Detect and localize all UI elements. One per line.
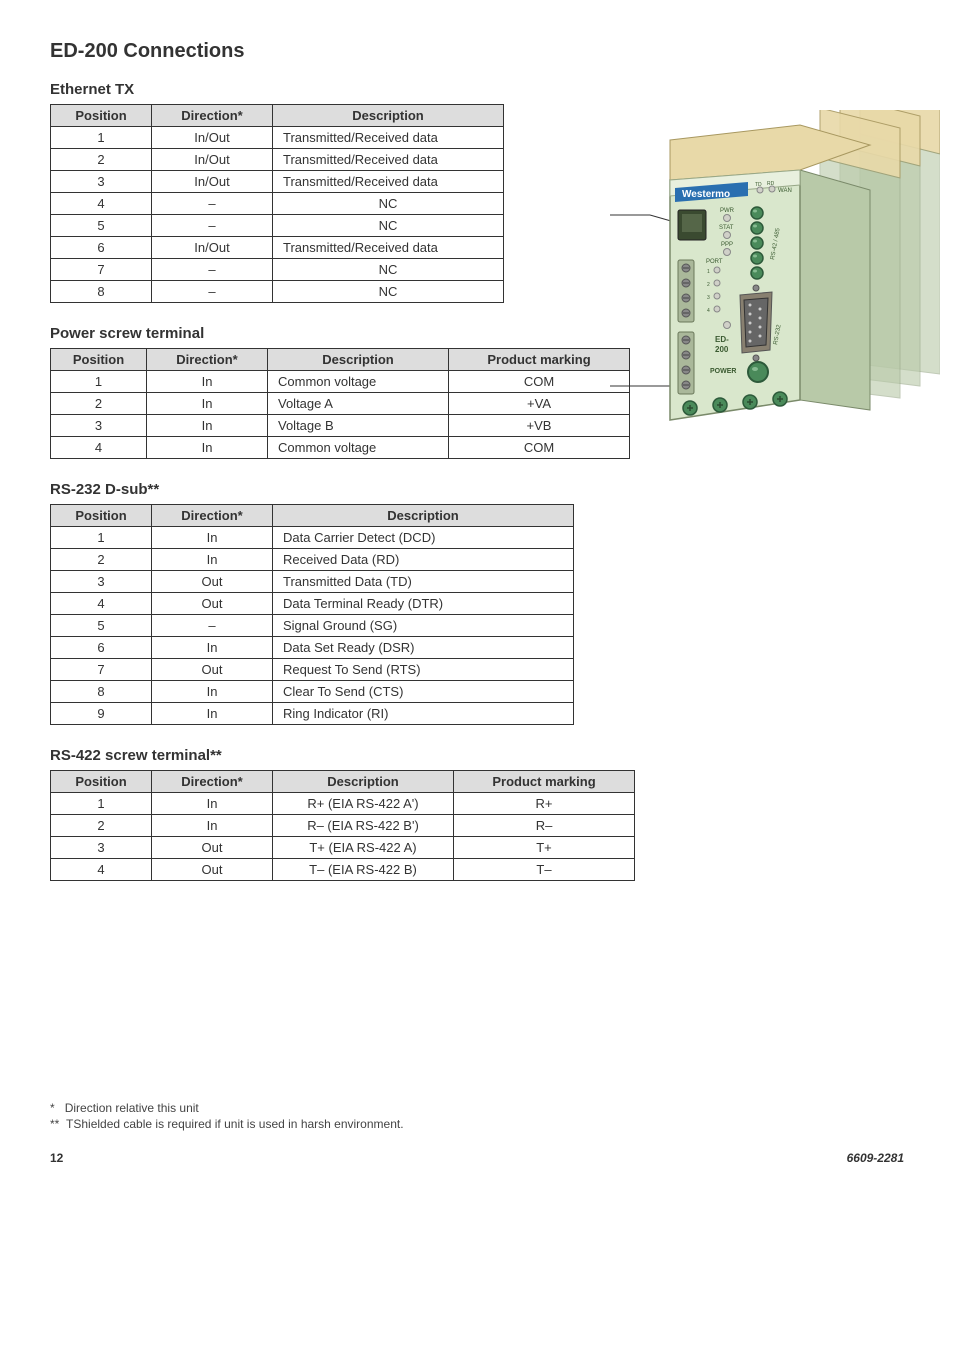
table-row: 7OutRequest To Send (RTS) — [51, 659, 574, 681]
footnote2-text: TShielded cable is required if unit is u… — [66, 1117, 404, 1131]
page-footer: 12 6609-2281 — [50, 1151, 904, 1165]
table-row: 4OutT– (EIA RS-422 B)T– — [51, 859, 635, 881]
svg-text:PWR: PWR — [720, 208, 735, 214]
svg-text:2: 2 — [707, 282, 710, 288]
table-row: 2InReceived Data (RD) — [51, 549, 574, 571]
power-table: PositionDirection*DescriptionProduct mar… — [50, 348, 630, 459]
table-row: 3OutT+ (EIA RS-422 A)T+ — [51, 837, 635, 859]
table-row: 3OutTransmitted Data (TD) — [51, 571, 574, 593]
svg-text:PPP: PPP — [721, 242, 733, 248]
table-row: 1In/OutTransmitted/Received data — [51, 127, 504, 149]
rs232-table: PositionDirection*Description1InData Car… — [50, 504, 574, 725]
ethernet-title: Ethernet TX — [50, 81, 904, 98]
table-row: 6In/OutTransmitted/Received data — [51, 237, 504, 259]
svg-text:RD: RD — [767, 181, 775, 187]
table-row: 3In/OutTransmitted/Received data — [51, 171, 504, 193]
table-row: 8–NC — [51, 281, 504, 303]
rs422-table: PositionDirection*DescriptionProduct mar… — [50, 770, 635, 881]
ethernet-table: PositionDirection*Description1In/OutTran… — [50, 104, 504, 303]
svg-text:POWER: POWER — [710, 368, 736, 375]
svg-text:ED-: ED- — [715, 335, 729, 344]
svg-text:STAT: STAT — [719, 225, 734, 231]
device-illustration: WestermoTDRDWANPWRSTATPPPRS-42 / 485PORT… — [610, 110, 940, 530]
svg-text:4: 4 — [707, 308, 710, 314]
table-row: 5–Signal Ground (SG) — [51, 615, 574, 637]
table-row: 1InR+ (EIA RS-422 A')R+ — [51, 793, 635, 815]
page-number: 12 — [50, 1151, 63, 1165]
table-row: 2InVoltage A+VA — [51, 393, 630, 415]
doc-id: 6609-2281 — [847, 1151, 904, 1165]
table-row: 1InCommon voltageCOM — [51, 371, 630, 393]
table-row: 2In/OutTransmitted/Received data — [51, 149, 504, 171]
table-row: 1InData Carrier Detect (DCD) — [51, 527, 574, 549]
table-row: 4–NC — [51, 193, 504, 215]
table-row: 7–NC — [51, 259, 504, 281]
page-title: ED-200 Connections — [50, 40, 904, 63]
svg-text:1: 1 — [707, 269, 710, 275]
svg-text:PORT: PORT — [706, 259, 723, 265]
footnote1-marker: * — [50, 1101, 55, 1115]
svg-text:TD: TD — [755, 182, 762, 188]
footnotes: * Direction relative this unit ** TShiel… — [50, 1101, 904, 1131]
table-row: 5–NC — [51, 215, 504, 237]
table-row: 4InCommon voltageCOM — [51, 437, 630, 459]
svg-text:3: 3 — [707, 295, 710, 301]
footnote1-text: Direction relative this unit — [65, 1101, 199, 1115]
table-row: 3InVoltage B+VB — [51, 415, 630, 437]
rs422-title: RS-422 screw terminal** — [50, 747, 904, 764]
table-row: 9InRing Indicator (RI) — [51, 703, 574, 725]
table-row: 6InData Set Ready (DSR) — [51, 637, 574, 659]
footnote2-marker: ** — [50, 1117, 59, 1131]
table-row: 2InR– (EIA RS-422 B')R– — [51, 815, 635, 837]
svg-text:Westermo: Westermo — [682, 189, 730, 200]
svg-text:WAN: WAN — [778, 188, 792, 194]
svg-text:200: 200 — [715, 345, 729, 354]
table-row: 4OutData Terminal Ready (DTR) — [51, 593, 574, 615]
table-row: 8InClear To Send (CTS) — [51, 681, 574, 703]
